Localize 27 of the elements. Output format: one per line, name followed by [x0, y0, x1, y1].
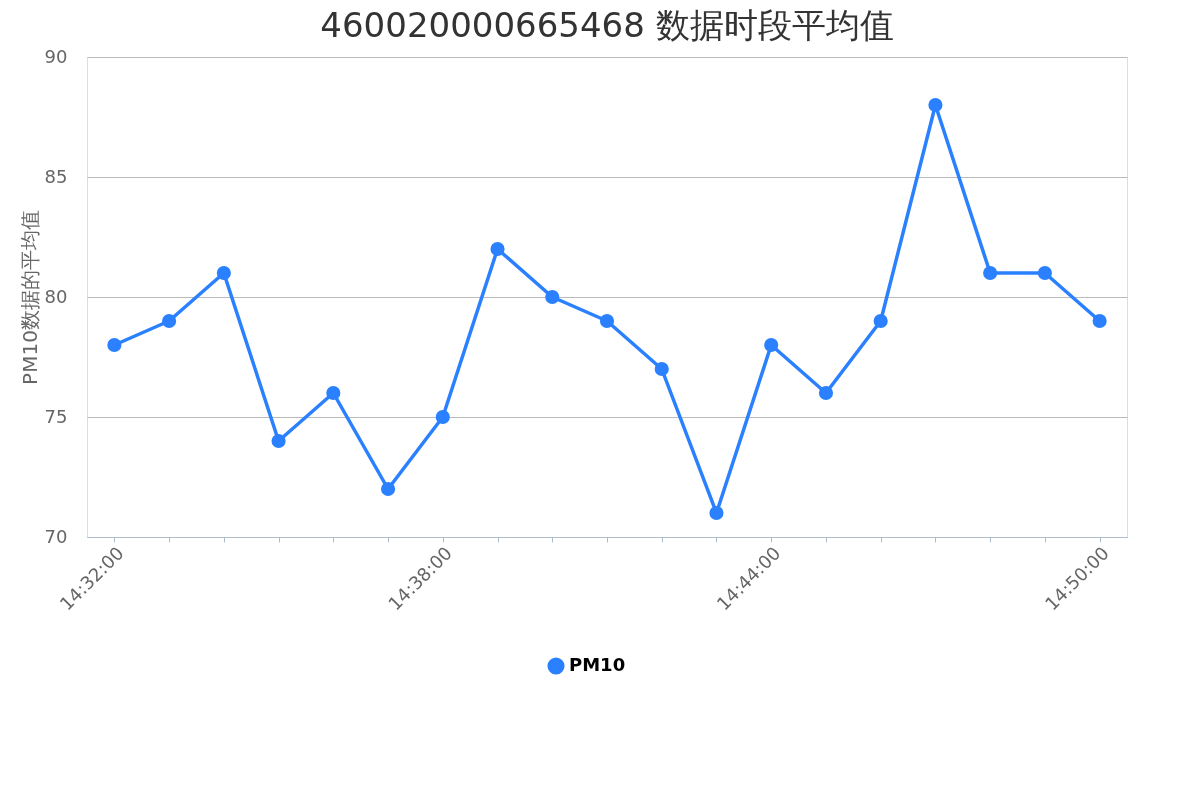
point — [1092, 313, 1107, 329]
point — [983, 265, 998, 281]
y-tick-label: 80 — [44, 285, 68, 307]
point — [380, 481, 396, 497]
y-tick-label: 75 — [44, 405, 68, 427]
point — [490, 241, 505, 257]
point — [271, 433, 286, 449]
point — [928, 97, 943, 113]
point — [654, 361, 669, 377]
y-tick-label: 70 — [44, 525, 68, 547]
point — [1037, 265, 1052, 281]
point — [216, 265, 231, 281]
point — [873, 313, 888, 329]
point — [545, 289, 560, 305]
point — [107, 337, 122, 353]
y-tick-label: 90 — [44, 45, 68, 67]
point — [435, 409, 450, 425]
point — [599, 313, 615, 329]
point — [326, 385, 341, 401]
y-tick-label: 85 — [44, 165, 68, 187]
point — [162, 313, 177, 329]
chart-title: 460020000665468 数据时段平均值 — [320, 5, 894, 45]
point — [709, 505, 724, 521]
legend-label: PM10 — [569, 654, 626, 675]
y-axis-title: PM10数据的平均值 — [17, 210, 42, 385]
point — [818, 385, 834, 401]
point — [764, 337, 779, 353]
